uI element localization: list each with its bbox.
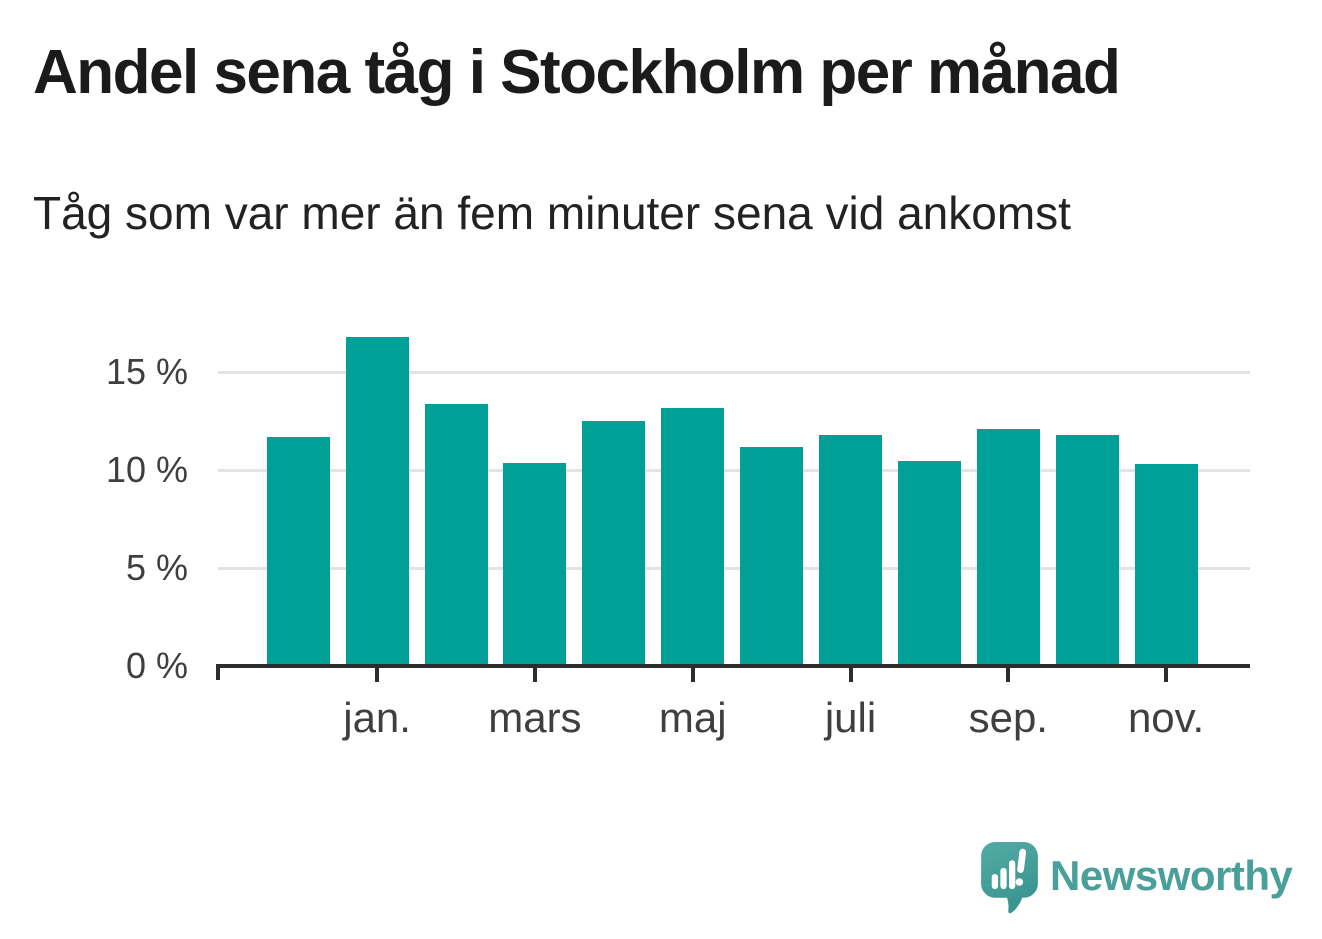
bar-aug xyxy=(897,460,961,666)
x-axis-tick-label: juli xyxy=(824,694,877,741)
gridline-10-percent xyxy=(218,468,1250,472)
y-axis-tick-label: 0 % xyxy=(125,645,188,686)
x-axis-tick-label: nov. xyxy=(1127,694,1205,741)
x-axis-tick xyxy=(1164,668,1169,682)
bar-mars xyxy=(503,462,567,666)
bar-juli xyxy=(819,435,882,666)
y-axis-tick-label: 10 % xyxy=(105,449,188,491)
y-axis-tick-label: 5 % xyxy=(125,547,188,589)
x-axis-tick xyxy=(848,668,853,682)
newsworthy-logo-text: Newsworthy xyxy=(1050,852,1293,899)
x-axis-tick xyxy=(532,668,537,682)
chart-title: Andel sena tåg i Stockholm per månad xyxy=(33,38,1121,107)
x-axis-tick xyxy=(1006,668,1011,682)
gridline-15-percent xyxy=(218,370,1250,374)
bar-sep xyxy=(976,429,1040,666)
bar-nov xyxy=(1134,464,1198,666)
bar-okt xyxy=(1055,435,1119,666)
x-axis-tick-label: maj xyxy=(658,694,727,741)
y-axis-tick-label: 15 % xyxy=(105,351,188,393)
x-axis-tick xyxy=(375,668,380,682)
newsworthy-logo: Newsworthy xyxy=(981,842,1293,914)
newsworthy-logo-icon xyxy=(981,842,1038,914)
x-axis-tick-label: jan. xyxy=(343,694,411,741)
bar-feb xyxy=(424,403,488,666)
chart-subtitle: Tåg som var mer än fem minuter sena vid … xyxy=(33,187,1071,239)
x-axis-tick-label: sep. xyxy=(968,694,1048,741)
bar-apr xyxy=(582,421,646,666)
bar-jan xyxy=(345,337,409,666)
bar-juni xyxy=(740,446,804,666)
x-axis-end-cap xyxy=(216,664,220,680)
bar-maj xyxy=(661,407,725,666)
x-axis-tick-label: mars xyxy=(488,694,582,741)
x-axis-line xyxy=(216,664,1250,668)
x-axis-tick xyxy=(690,668,695,682)
gridline-5-percent xyxy=(218,566,1250,570)
bar-dec xyxy=(266,437,330,666)
